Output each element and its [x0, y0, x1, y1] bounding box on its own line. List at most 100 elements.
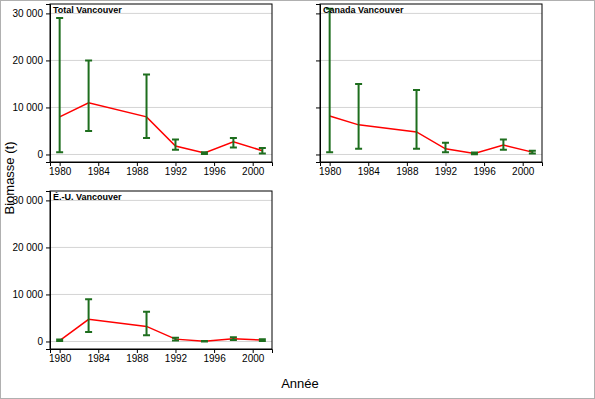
y-tick-mark — [316, 13, 320, 14]
error-bar — [85, 60, 92, 131]
plot-background — [320, 4, 542, 162]
x-tick: 1996 — [203, 349, 226, 364]
y-tick-mark — [46, 294, 50, 295]
error-bar — [56, 340, 63, 341]
y-tick — [316, 60, 320, 61]
x-tick-label: 2000 — [242, 353, 265, 364]
x-axis: 1980 1984 1988 1992 1996 2000 — [49, 349, 272, 364]
x-tick-label: 1980 — [49, 353, 72, 364]
y-tick-mark — [46, 13, 50, 14]
x-axis: 198019841988199219962000 — [319, 162, 542, 177]
panel-title: Canada Vancouver — [323, 5, 404, 15]
y-tick-label: 10 000 — [12, 102, 43, 113]
y-tick: 20 000 — [12, 242, 50, 253]
panel-title: É.-U. Vancouver — [53, 192, 122, 202]
x-tick-label: 1992 — [165, 353, 188, 364]
grid-line — [320, 107, 542, 108]
y-tick-mark — [46, 107, 50, 108]
y-tick-mark — [316, 107, 320, 108]
y-tick-label: 0 — [37, 149, 43, 160]
x-axis: 1980 1984 1988 1992 1996 2000 — [49, 162, 272, 177]
x-tick-label: 2000 — [242, 166, 265, 177]
y-tick — [316, 13, 320, 14]
error-bar — [442, 143, 449, 152]
x-tick-label: 1988 — [126, 166, 149, 177]
panel-title: Total Vancouver — [53, 5, 122, 15]
x-axis-title: Année — [281, 376, 319, 391]
x-tick-label: 1996 — [203, 166, 226, 177]
y-tick — [316, 154, 320, 155]
error-bar — [85, 299, 92, 332]
figure-border — [1, 1, 595, 399]
plot-background — [50, 4, 272, 162]
grid — [50, 13, 272, 154]
panel: 0 10 000 20 000 30 000 1980 1984 1988 1992 1996 2… — [12, 4, 272, 177]
x-tick-label: 1988 — [396, 166, 419, 177]
x-axis-line — [51, 350, 273, 354]
x-tick-label: 1992 — [435, 166, 458, 177]
grid-line — [50, 107, 272, 108]
error-bar — [471, 153, 478, 155]
y-tick-label: 30 000 — [12, 195, 43, 206]
y-tick: 20 000 — [12, 55, 50, 66]
grid-line — [50, 154, 272, 155]
error-bar — [326, 9, 333, 152]
error-bar — [259, 148, 266, 154]
y-tick: 0 — [37, 336, 50, 347]
x-tick: 1988 — [126, 162, 149, 177]
error-bar — [230, 337, 237, 340]
x-tick: 1992 — [165, 349, 188, 364]
x-tick-label: 1996 — [203, 353, 226, 364]
error-bar — [529, 151, 536, 154]
x-tick: 2000 — [242, 349, 265, 364]
x-tick-label: 1992 — [165, 166, 188, 177]
x-tick-label: 1980 — [49, 166, 72, 177]
y-tick-label: 10 000 — [12, 289, 43, 300]
error-bar — [172, 139, 179, 149]
x-tick: 1984 — [88, 349, 111, 364]
plot-background — [50, 191, 272, 349]
y-tick-label: 20 000 — [12, 55, 43, 66]
x-tick: 2000 — [242, 162, 265, 177]
y-tick-mark — [46, 247, 50, 248]
y-tick-mark — [316, 154, 320, 155]
x-tick-label: 1984 — [88, 353, 111, 364]
plot-frame — [50, 4, 272, 162]
grid-line — [50, 294, 272, 295]
grid-line — [50, 247, 272, 248]
grid — [50, 200, 272, 341]
y-tick: 30 000 — [12, 8, 50, 19]
marks — [326, 9, 536, 155]
error-bar — [143, 312, 150, 336]
series-line — [60, 103, 263, 153]
grid-line — [320, 154, 542, 155]
x-axis-line — [51, 163, 273, 167]
grid-line — [320, 60, 542, 61]
x-tick-label: 1984 — [358, 166, 381, 177]
y-tick-label: 30 000 — [12, 8, 43, 19]
figure: 0 10 000 20 000 30 000 1980 1984 1988 1992 1996 2… — [0, 0, 595, 399]
panel: 0 10 000 20 000 30 000 1980 1984 1988 1992 1996 2… — [12, 191, 272, 364]
x-tick: 1984 — [88, 162, 111, 177]
y-axis-title: Biomasse (t) — [2, 142, 17, 215]
y-tick-mark — [46, 341, 50, 342]
error-bar — [201, 340, 208, 342]
y-tick: 30 000 — [12, 195, 50, 206]
x-tick-label: 1988 — [126, 353, 149, 364]
error-bar — [355, 84, 362, 149]
x-tick: 1996 — [203, 162, 226, 177]
error-bar — [500, 139, 507, 149]
x-tick: 2000 — [512, 162, 535, 177]
grid-line — [50, 60, 272, 61]
y-tick — [316, 107, 320, 108]
x-tick-label: 1980 — [319, 166, 342, 177]
y-axis: 0 10 000 20 000 30 000 — [12, 5, 50, 163]
grid — [320, 13, 542, 154]
y-tick-mark — [46, 200, 50, 201]
error-bar — [172, 338, 179, 341]
y-tick-mark — [46, 154, 50, 155]
grid-line — [50, 341, 272, 342]
error-bar — [413, 90, 420, 149]
x-tick-label: 1984 — [88, 166, 111, 177]
plot-frame — [50, 191, 272, 349]
